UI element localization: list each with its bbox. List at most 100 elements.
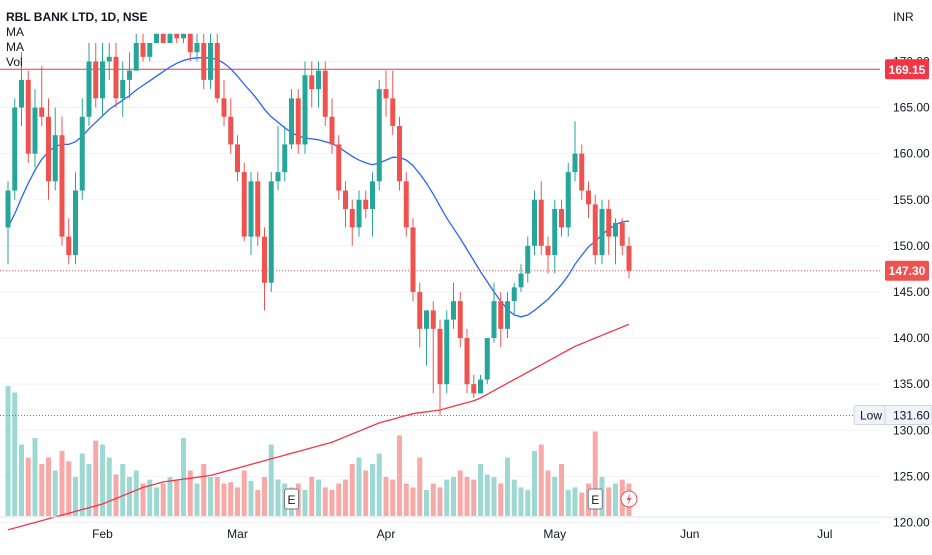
candle xyxy=(275,125,281,191)
y-tick-label: 155.00 xyxy=(893,193,930,207)
volume-bar xyxy=(187,470,193,516)
candle-body xyxy=(376,89,382,182)
candle-body xyxy=(525,245,531,274)
volume-bar xyxy=(538,444,544,516)
candle xyxy=(19,52,24,126)
indicator-ma-short[interactable]: MA xyxy=(6,25,24,39)
volume-bar xyxy=(370,464,375,516)
y-tick-label: 145.00 xyxy=(893,285,930,299)
candle-body xyxy=(113,56,119,99)
candle-body xyxy=(275,172,281,182)
volume-bar xyxy=(383,477,389,516)
candle xyxy=(626,236,632,279)
candle-body xyxy=(255,181,261,237)
time-axis: 2023FebMarAprMayJunJul xyxy=(0,516,932,541)
candle-body xyxy=(565,172,571,228)
candle xyxy=(538,181,544,256)
candle-body xyxy=(120,79,126,99)
candle xyxy=(410,218,416,302)
candle-body xyxy=(194,43,200,53)
x-tick-label: Jul xyxy=(817,527,832,541)
volume-bar xyxy=(248,480,254,516)
candle-body xyxy=(66,236,72,256)
candle-body xyxy=(538,199,544,246)
candle-body xyxy=(397,125,402,182)
dividend-marker[interactable] xyxy=(620,490,638,508)
earnings-marker[interactable]: E xyxy=(284,488,299,510)
candle-body xyxy=(187,33,193,53)
candle-body xyxy=(444,319,450,385)
low-price-tag: Low 131.60 xyxy=(853,404,932,425)
volume-bar xyxy=(498,483,504,516)
candle xyxy=(46,98,51,200)
symbol-title[interactable]: RBL BANK LTD, 1D, NSE xyxy=(6,10,148,24)
moving-averages xyxy=(7,57,630,531)
candle-body xyxy=(478,379,483,394)
indicator-volume[interactable]: Vol xyxy=(6,55,23,69)
candle xyxy=(32,89,38,168)
resistance-price-tag-value: 169.15 xyxy=(889,63,926,77)
candle-body xyxy=(437,328,443,385)
earnings-marker[interactable]: E xyxy=(587,488,603,510)
candle xyxy=(565,162,571,237)
volume-bar xyxy=(518,487,524,516)
volume-bar xyxy=(565,490,571,516)
volume-bar xyxy=(464,477,470,516)
volume-bar xyxy=(471,479,477,516)
candle-body xyxy=(268,181,274,283)
candle xyxy=(147,43,153,62)
volume-bar xyxy=(214,477,220,516)
volume-bar xyxy=(12,392,18,516)
volume-bar xyxy=(397,435,402,516)
grid xyxy=(0,60,880,523)
candle xyxy=(39,66,45,126)
volume-bar xyxy=(127,477,132,516)
candle-body xyxy=(228,116,234,145)
volume-bars xyxy=(5,386,632,516)
candle-body xyxy=(552,208,558,256)
volume-bar xyxy=(478,464,483,516)
currency-label[interactable]: INR xyxy=(893,10,914,24)
volume-bar xyxy=(52,470,58,516)
indicator-ma-long[interactable]: MA xyxy=(6,40,24,54)
candle-body xyxy=(201,43,207,80)
candle xyxy=(545,236,551,274)
volume-bar xyxy=(160,483,166,516)
volume-bar xyxy=(343,479,348,516)
candle-body xyxy=(160,33,166,44)
candle-body xyxy=(471,384,477,394)
candle-body xyxy=(79,116,85,191)
candle-body xyxy=(410,227,416,292)
candle xyxy=(417,282,423,348)
candle xyxy=(478,374,483,394)
candle xyxy=(167,33,173,44)
candle-body xyxy=(127,70,132,80)
volume-bar xyxy=(154,487,159,516)
candle xyxy=(181,33,186,44)
candle xyxy=(194,33,200,62)
candle xyxy=(59,116,65,246)
volume-bar xyxy=(552,477,558,516)
candle xyxy=(79,98,85,200)
candle-body xyxy=(464,338,470,385)
candle xyxy=(343,181,348,228)
volume-bar xyxy=(390,479,396,516)
volume-bar xyxy=(363,470,369,516)
candle-body xyxy=(181,33,186,39)
candle-body xyxy=(322,70,328,117)
y-tick-label: 150.00 xyxy=(893,239,930,253)
candle-body xyxy=(518,273,524,288)
candle-body xyxy=(430,310,436,329)
candle xyxy=(356,190,362,237)
candle-body xyxy=(619,222,625,246)
low-tag-bg xyxy=(853,404,932,425)
volume-bar xyxy=(79,453,85,516)
candle xyxy=(140,33,146,62)
candle xyxy=(363,190,369,219)
candle xyxy=(106,43,112,80)
candle xyxy=(370,172,375,237)
volume-bar xyxy=(228,482,234,516)
